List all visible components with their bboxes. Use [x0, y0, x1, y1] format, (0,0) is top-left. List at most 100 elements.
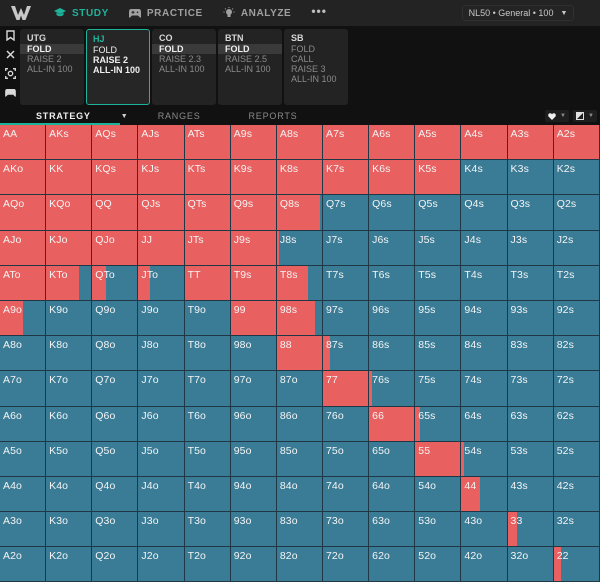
hand-cell[interactable]: A5s [415, 125, 462, 161]
hand-cell[interactable]: J5s [415, 230, 462, 266]
bookmark-button[interactable] [0, 26, 20, 45]
action-raise[interactable]: RAISE 2 [27, 54, 62, 64]
hand-cell[interactable]: A6o [0, 406, 47, 442]
hand-cell[interactable]: 94s [461, 300, 508, 337]
hand-cell[interactable]: 94o [230, 476, 277, 513]
hand-cell[interactable]: 74s [461, 371, 508, 407]
hand-cell[interactable]: K5o [46, 441, 93, 477]
action-raise[interactable]: RAISE 2.3 [159, 54, 202, 64]
hand-cell[interactable]: J5o [138, 441, 185, 477]
position-card-utg[interactable]: UTG FOLD RAISE 2 ALL-IN 100 [20, 29, 84, 105]
hand-cell[interactable]: 33 [507, 512, 554, 548]
hand-cell[interactable]: 76o [322, 406, 370, 442]
hand-cell[interactable]: 65s [415, 406, 462, 442]
hand-cell[interactable]: 92o [230, 547, 277, 582]
chevron-down-icon[interactable]: ▼ [120, 112, 128, 120]
action-allin[interactable]: ALL-IN 100 [93, 65, 141, 75]
hand-cell[interactable]: 92s [553, 300, 600, 337]
hand-cell[interactable]: Q3s [507, 195, 554, 231]
hand-cell[interactable]: AQo [0, 195, 47, 231]
hand-cell[interactable]: A7s [322, 125, 370, 161]
hand-cell[interactable]: QTs [184, 195, 231, 231]
hand-cell[interactable]: Q6o [92, 406, 139, 442]
hand-cell[interactable]: 82o [276, 547, 323, 582]
hand-cell[interactable]: AKs [46, 125, 93, 161]
action-allin[interactable]: ALL-IN 100 [225, 64, 271, 74]
hand-cell[interactable]: 86o [276, 406, 323, 442]
tab-strategy[interactable]: STRATEGY [36, 111, 91, 121]
hand-cell[interactable]: K3s [507, 160, 554, 196]
hand-cell[interactable]: 75s [415, 371, 462, 407]
hand-cell[interactable]: 75o [322, 441, 370, 477]
hand-cell[interactable]: 63s [507, 406, 554, 442]
hand-cell[interactable]: 62s [553, 406, 600, 442]
hand-cell[interactable]: KJo [46, 230, 93, 266]
hand-cell[interactable]: 32s [553, 512, 600, 548]
hand-cell[interactable]: QJo [92, 230, 139, 266]
hand-cell[interactable]: Q9s [230, 195, 277, 231]
hand-cell[interactable]: 53s [507, 441, 554, 477]
hand-cell[interactable]: 22 [553, 547, 600, 582]
hand-cell[interactable]: K7s [322, 160, 370, 196]
hand-cell[interactable]: T2o [184, 547, 231, 582]
position-card-hj[interactable]: HJ FOLD RAISE 2 ALL-IN 100 [86, 29, 150, 105]
hand-cell[interactable]: AJs [138, 125, 185, 161]
hand-cell[interactable]: 84s [461, 336, 508, 372]
hand-cell[interactable]: T8s [276, 265, 323, 301]
nav-analyze[interactable]: ANALYZE [223, 0, 292, 26]
action-raise[interactable]: RAISE 3 [291, 64, 326, 74]
hand-cell[interactable]: 87s [322, 336, 370, 372]
hand-cell[interactable]: 93s [507, 300, 554, 337]
hand-cell[interactable]: T6o [184, 406, 231, 442]
hand-cell[interactable]: K6s [369, 160, 416, 196]
hand-cell[interactable]: 88 [276, 336, 323, 372]
hand-cell[interactable]: 44 [461, 476, 508, 513]
hand-cell[interactable]: K2s [553, 160, 600, 196]
action-fold[interactable]: FOLD [93, 45, 118, 55]
hand-cell[interactable]: T5o [184, 441, 231, 477]
close-button[interactable] [0, 45, 20, 64]
hand-cell[interactable]: K5s [415, 160, 462, 196]
hand-cell[interactable]: 76s [369, 371, 416, 407]
position-card-btn[interactable]: BTN FOLD RAISE 2.5 ALL-IN 100 [218, 29, 282, 105]
focus-button[interactable] [0, 64, 20, 83]
hand-cell[interactable]: 98s [276, 300, 323, 337]
hand-cell[interactable]: Q2o [92, 547, 139, 582]
position-card-sb[interactable]: SB FOLD CALL RAISE 3 ALL-IN 100 [284, 29, 348, 105]
hand-cell[interactable]: T8o [184, 336, 231, 372]
tab-reports[interactable]: REPORTS [248, 111, 298, 121]
hand-cell[interactable]: 43s [507, 476, 554, 513]
hand-cell[interactable]: J7o [138, 371, 185, 407]
hand-cell[interactable]: K9o [46, 300, 93, 337]
hand-cell[interactable]: 93o [230, 512, 277, 548]
hand-cell[interactable]: J9o [138, 300, 185, 337]
hand-cell[interactable]: Q9o [92, 300, 139, 337]
hand-cell[interactable]: K3o [46, 512, 93, 548]
hand-cell[interactable]: KTo [46, 265, 93, 301]
hand-cell[interactable]: J2s [553, 230, 600, 266]
hand-cell[interactable]: 42o [461, 547, 508, 582]
hand-cell[interactable]: A4s [461, 125, 508, 161]
hand-cell[interactable]: Q5s [415, 195, 462, 231]
hand-cell[interactable]: J6o [138, 406, 185, 442]
hand-cell[interactable]: T2s [553, 265, 600, 301]
hand-cell[interactable]: 42s [553, 476, 600, 513]
hand-cell[interactable]: 62o [369, 547, 416, 582]
hand-cell[interactable]: 53o [415, 512, 462, 548]
hand-cell[interactable]: Q6s [369, 195, 416, 231]
hand-cell[interactable]: A3s [507, 125, 554, 161]
hand-cell[interactable]: 74o [322, 476, 370, 513]
hand-cell[interactable]: 96s [369, 300, 416, 337]
hand-cell[interactable]: ATo [0, 265, 47, 301]
hand-cell[interactable]: 95s [415, 300, 462, 337]
hand-cell[interactable]: 85o [276, 441, 323, 477]
hand-cell[interactable]: A9o [0, 300, 47, 337]
hand-cell[interactable]: A7o [0, 371, 47, 407]
hand-cell[interactable]: A2o [0, 547, 47, 582]
hand-cell[interactable]: T9o [184, 300, 231, 337]
hand-cell[interactable]: J4o [138, 476, 185, 513]
hand-cell[interactable]: 72s [553, 371, 600, 407]
hand-cell[interactable]: J9s [230, 230, 277, 266]
hand-cell[interactable]: TT [184, 265, 231, 301]
practice-button[interactable] [0, 83, 20, 102]
